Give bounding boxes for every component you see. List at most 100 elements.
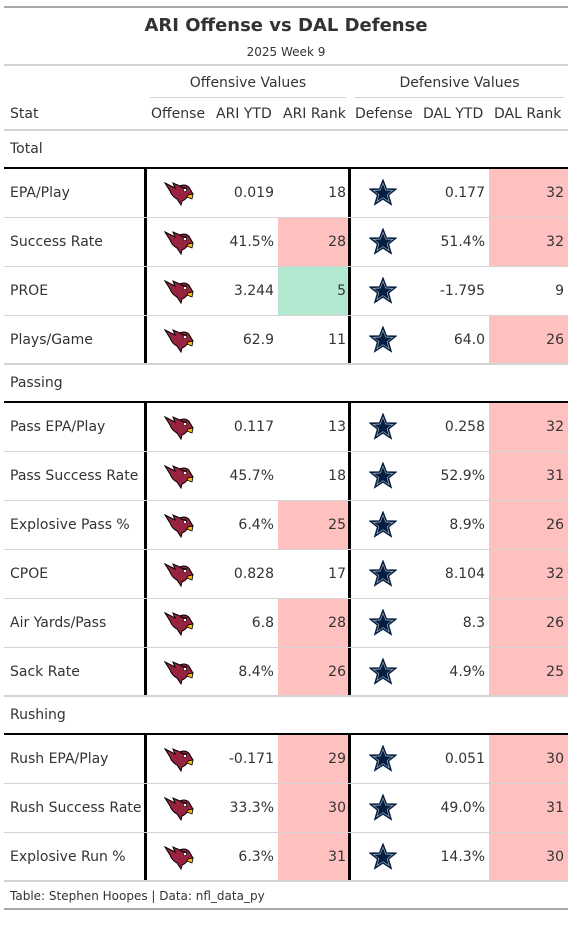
cowboys-star-icon [350,735,416,783]
dal-rank-value: 30 [489,833,568,880]
cardinals-logo-icon [145,784,212,832]
dal-ytd-value: 8.9% [449,517,485,533]
ari-ytd-value: 62.9 [242,331,274,348]
ari-rank-value: 30 [278,784,350,832]
stat-label: Success Rate [10,234,103,250]
cardinals-logo-icon [145,267,212,315]
table-row: Explosive Run % 6.3% 31 14.3% 30 [4,833,568,882]
column-header-row: Stat Offense ARI YTD ARI Rank Defense DA… [4,100,568,131]
ari-rank-value: 11 [328,331,346,348]
divider [144,648,147,695]
dal-rank-value: 9 [555,283,564,299]
cardinals-logo-icon [145,169,212,217]
ari-rank-value: 28 [278,599,350,647]
ari-ytd-value: 41.5% [229,234,274,250]
cowboys-star-icon [350,550,416,598]
dal-ytd-value: 4.9% [449,663,485,680]
table-body: Total EPA/Play 0.019 18 0.177 32 Success Rate 4… [4,131,568,882]
dal-rank-value: 30 [489,735,568,783]
divider [144,550,147,598]
table-subtitle: 2025 Week 9 [246,45,326,59]
dal-ytd-value: 64.0 [453,331,485,348]
divider [348,599,351,647]
ari-rank-value: 31 [278,833,350,880]
ari-ytd-value: 6.4% [238,517,274,533]
ari-rank-value: 18 [328,468,346,484]
ari-ytd-value: 45.7% [229,468,274,484]
cowboys-star-icon [350,452,416,500]
cardinals-logo-icon [145,550,212,598]
stat-label: Pass EPA/Play [10,419,106,435]
ari-rank-value: 17 [328,566,346,582]
col-stat: Stat [10,106,39,122]
dal-rank-value: 25 [489,648,568,695]
ari-rank-value: 25 [278,501,350,549]
table-row: Explosive Pass % 6.4% 25 8.9% 26 [4,501,568,550]
col-defense: Defense [355,106,413,122]
divider [348,267,351,315]
cardinals-logo-icon [145,403,212,451]
table-title: ARI Offense vs DAL Defense [144,15,428,36]
cowboys-star-icon [350,599,416,647]
divider [144,735,147,783]
divider [348,735,351,783]
spanner-defensive-label: Defensive Values [399,75,520,91]
row-group-label: Rushing [10,707,66,723]
cardinals-logo-icon [145,735,212,783]
stat-label: Rush EPA/Play [10,751,109,767]
divider [348,550,351,598]
divider [348,501,351,549]
col-offense: Offense [151,106,206,122]
row-group-label: Passing [10,375,63,391]
stat-label: Explosive Pass % [10,517,130,533]
stat-label: Sack Rate [10,663,80,680]
divider [144,599,147,647]
divider [144,169,147,217]
cardinals-logo-icon [145,599,212,647]
comparison-table: ARI Offense vs DAL Defense 2025 Week 9 O… [4,6,568,910]
ari-rank-value: 13 [328,419,346,435]
table-source-note: Table: Stephen Hoopes | Data: nfl_data_p… [4,882,568,910]
stat-label: CPOE [10,566,49,582]
divider [348,833,351,880]
stat-label: Explosive Run % [10,848,126,865]
stat-label: Pass Success Rate [10,468,139,484]
cardinals-logo-icon [145,452,212,500]
cardinals-logo-icon [145,501,212,549]
table-row: PROE 3.244 5 -1.795 9 [4,267,568,316]
spanner-offensive-label: Offensive Values [189,75,307,91]
dal-rank-value: 32 [489,403,568,451]
row-group-rushing: Rushing [4,697,568,735]
col-ari-rank: ARI Rank [283,106,346,122]
divider [348,403,351,451]
ari-rank-value: 28 [278,218,350,266]
dal-ytd-value: 8.3 [462,615,485,631]
cowboys-star-icon [350,833,416,880]
dal-rank-value: 31 [489,452,568,500]
divider [144,784,147,832]
col-ari-ytd: ARI YTD [216,106,272,122]
cardinals-logo-icon [145,833,212,880]
dal-ytd-value: 0.177 [444,185,485,201]
ari-rank-value: 5 [278,267,350,315]
dal-ytd-value: 0.258 [444,419,485,435]
cardinals-logo-icon [145,316,212,363]
ari-ytd-value: 8.4% [238,663,274,680]
dal-ytd-value: -1.795 [439,283,485,299]
divider [348,169,351,217]
table-row: Rush Success Rate 33.3% 30 49.0% 31 [4,784,568,833]
ari-ytd-value: 0.828 [233,566,274,582]
spanner-defensive: Defensive Values [355,66,564,100]
dal-ytd-value: 51.4% [440,234,485,250]
ari-ytd-value: 6.8 [251,615,274,631]
cowboys-star-icon [350,169,416,217]
ari-rank-value: 29 [278,735,350,783]
divider [348,648,351,695]
cardinals-logo-icon [145,218,212,266]
ari-ytd-value: 0.117 [233,419,274,435]
table-row: Pass EPA/Play 0.117 13 0.258 32 [4,403,568,452]
dal-ytd-value: 49.0% [440,800,485,816]
table-row: Sack Rate 8.4% 26 4.9% 25 [4,648,568,697]
divider [144,501,147,549]
table-row: EPA/Play 0.019 18 0.177 32 [4,169,568,218]
